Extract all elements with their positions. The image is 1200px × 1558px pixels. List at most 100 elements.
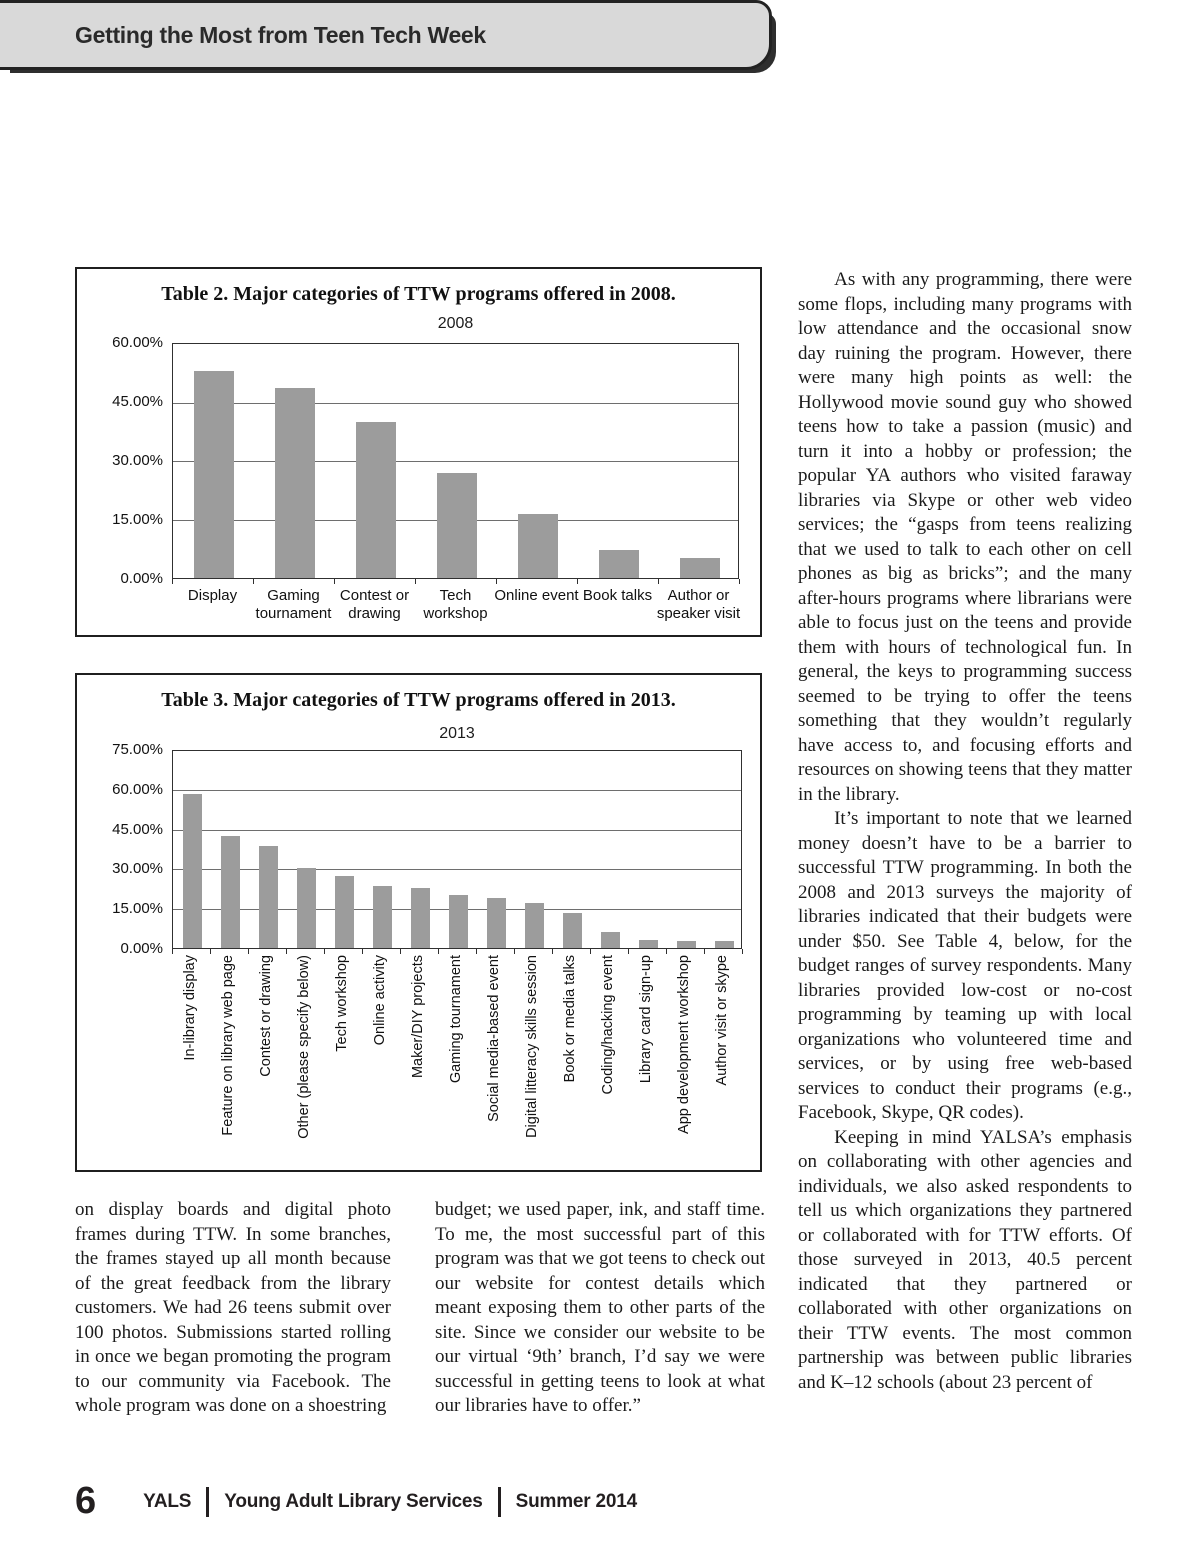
bar	[524, 903, 544, 948]
bar	[410, 888, 430, 948]
y-axis-tick-label: 60.00%	[112, 780, 163, 798]
x-axis-label: In-library display	[172, 955, 210, 1167]
x-axis-label: App development workshop	[666, 955, 704, 1167]
x-axis-tick	[286, 949, 287, 954]
x-axis-label: Gaming tournament	[255, 587, 332, 623]
footer-divider	[497, 1486, 501, 1517]
y-axis-tick-label: 75.00%	[112, 741, 163, 758]
x-axis-label: Contest or drawing	[248, 955, 286, 1167]
gridline	[173, 403, 738, 404]
bar	[334, 876, 354, 948]
x-axis-tick	[514, 949, 515, 954]
x-axis-tick	[438, 949, 439, 954]
x-axis-label-text: Digital litteracy skills session	[524, 955, 541, 1138]
bar	[486, 898, 506, 948]
y-axis-tick-label: 45.00%	[112, 393, 163, 410]
paragraph: Keeping in mind YALSA’s emphasis on coll…	[798, 1126, 1132, 1393]
x-axis-tick	[704, 949, 705, 954]
x-axis-tick	[334, 579, 335, 584]
bar	[638, 940, 658, 948]
footer-divider	[206, 1486, 210, 1517]
x-axis-label-text: Coding/hacking event	[600, 955, 617, 1095]
gridline	[173, 790, 741, 791]
page-number: 6	[75, 1480, 96, 1522]
x-axis-label-text: Author visit or skype	[714, 955, 731, 1086]
table-2-chart-area: 0.00% 15.00% 30.00% 45.00% 60.00% Display Gami…	[77, 269, 760, 635]
bar	[598, 550, 639, 578]
table-3-chart-area: 0.00% 15.00% 30.00% 45.00% 60.00% 75.00% In-li…	[77, 675, 760, 1170]
y-axis-tick-label: 0.00%	[120, 940, 163, 957]
bar	[436, 473, 477, 578]
x-axis-label: Other (please specify below)	[286, 955, 324, 1167]
x-axis-label-text: Social media-based event	[486, 955, 503, 1122]
x-axis-label: Gaming tournament	[438, 955, 476, 1167]
y-axis-tick-label: 0.00%	[120, 570, 163, 587]
x-axis-tick	[324, 949, 325, 954]
bar	[676, 941, 696, 948]
bar	[372, 886, 392, 948]
x-axis-tick	[415, 579, 416, 584]
x-axis-tick	[210, 949, 211, 954]
page-footer: 6 YALS Young Adult Library Services Summ…	[75, 1480, 637, 1523]
page-header-banner: Getting the Most from Teen Tech Week	[0, 0, 772, 70]
x-axis-tick	[590, 949, 591, 954]
y-axis-tick-label: 15.00%	[112, 511, 163, 528]
x-axis-tick	[577, 579, 578, 584]
journal-abbreviation: YALS	[143, 1490, 192, 1512]
plot-area	[172, 750, 742, 949]
x-axis-label: Display	[187, 587, 238, 604]
gridline	[173, 830, 741, 831]
x-axis-label-text: Maker/DIY projects	[410, 955, 427, 1079]
x-axis-label: Social media-based event	[476, 955, 514, 1167]
table-3-figure: Table 3. Major categories of TTW program…	[75, 673, 762, 1172]
x-axis-label: Maker/DIY projects	[400, 955, 438, 1167]
x-axis-label: Author or speaker visit	[656, 587, 741, 623]
bar	[562, 913, 582, 948]
x-axis-tick	[362, 949, 363, 954]
gridline	[173, 869, 741, 870]
x-axis-label: Tech workshop	[324, 955, 362, 1167]
x-axis-label-text: Feature on library web page	[220, 955, 237, 1136]
table-2-chart-title: 2008	[437, 315, 474, 332]
paragraph: It’s important to note that we learned m…	[798, 808, 1132, 1123]
x-axis-label: Author visit or skype	[704, 955, 742, 1167]
x-axis-label: Feature on library web page	[210, 955, 248, 1167]
x-axis-label-text: Tech workshop	[334, 955, 351, 1052]
x-axis-tick	[742, 949, 743, 954]
journal-title: Young Adult Library Services	[224, 1490, 483, 1512]
paragraph: budget; we used paper, ink, and staff ti…	[435, 1199, 765, 1416]
x-axis-label: Book talks	[582, 587, 653, 604]
table-3-caption: Table 3. Major categories of TTW program…	[161, 689, 676, 711]
x-axis-label: Online event	[494, 587, 579, 604]
y-axis-tick-label: 15.00%	[112, 900, 163, 918]
x-axis-label-text: Online activity	[372, 955, 389, 1046]
x-axis-tick	[172, 579, 173, 584]
y-axis-tick-label: 30.00%	[112, 860, 163, 878]
bar	[296, 868, 316, 948]
bar	[517, 514, 558, 578]
x-axis-label: Coding/hacking event	[590, 955, 628, 1167]
issue-label: Summer 2014	[515, 1490, 638, 1512]
bar	[258, 846, 278, 948]
bar	[600, 932, 620, 948]
x-axis-tick	[739, 579, 740, 584]
x-axis-tick	[253, 579, 254, 584]
x-axis-label: Digital litteracy skills session	[514, 955, 552, 1167]
plot-area	[172, 343, 739, 579]
bar	[448, 895, 468, 948]
bar	[679, 558, 720, 578]
x-axis-label-text: Contest or drawing	[258, 955, 275, 1077]
x-axis-label: Library card sign-up	[628, 955, 666, 1167]
y-axis-tick-label: 60.00%	[112, 334, 163, 351]
x-axis-tick	[666, 949, 667, 954]
x-axis-label-text: Gaming tournament	[448, 955, 465, 1084]
article-title: Getting the Most from Teen Tech Week	[75, 22, 486, 48]
left-text-column: on display boards and digital photo fram…	[75, 1198, 391, 1419]
y-axis-tick-label: 45.00%	[112, 820, 163, 838]
bar	[714, 941, 734, 948]
bar	[274, 388, 315, 578]
x-axis-tick	[476, 949, 477, 954]
x-axis-tick	[496, 579, 497, 584]
x-axis-label-text: Other (please specify below)	[296, 955, 313, 1139]
x-axis-label-text: In-library display	[182, 955, 199, 1061]
